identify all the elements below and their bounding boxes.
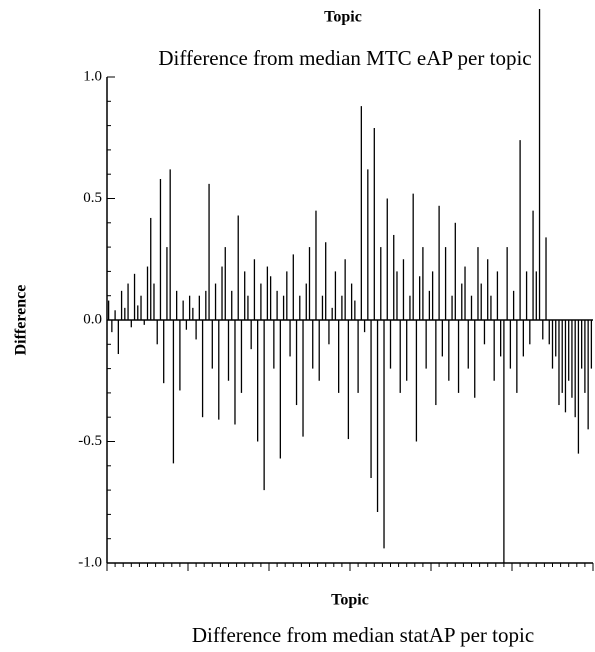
- y-tick-label: 0.5: [83, 190, 102, 206]
- top-axis-label: Topic: [324, 9, 362, 26]
- x-axis-label: Topic: [331, 592, 369, 609]
- bottom-title: Difference from median statAP per topic: [192, 623, 534, 647]
- y-tick-label: 0.0: [83, 311, 102, 327]
- y-tick-label: 1.0: [83, 68, 102, 84]
- y-axis-label: Difference: [13, 285, 30, 356]
- y-tick-label: -0.5: [78, 433, 102, 449]
- y-tick-label: -1.0: [78, 554, 102, 570]
- chart-title: Difference from median MTC eAP per topic: [158, 46, 531, 70]
